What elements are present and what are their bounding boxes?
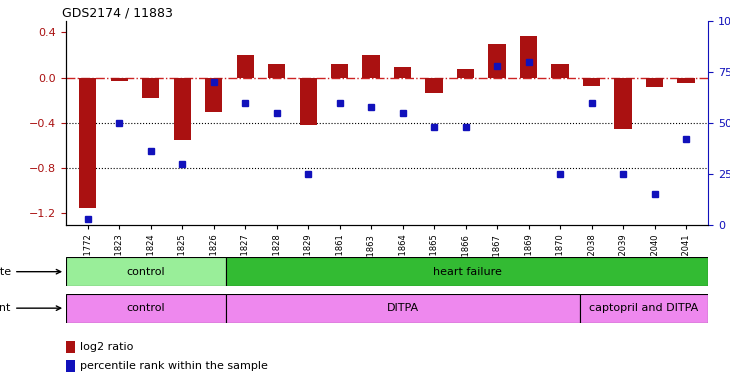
- Bar: [66, 360, 74, 372]
- Bar: [646, 78, 664, 87]
- Bar: [142, 78, 159, 98]
- Bar: [457, 69, 475, 78]
- Bar: [299, 78, 317, 125]
- Bar: [226, 257, 708, 286]
- Bar: [363, 55, 380, 78]
- Bar: [226, 294, 580, 323]
- Bar: [66, 341, 74, 353]
- Bar: [205, 78, 223, 112]
- Text: heart failure: heart failure: [433, 266, 502, 277]
- Bar: [394, 68, 411, 78]
- Text: disease state: disease state: [0, 266, 61, 277]
- Bar: [615, 78, 631, 129]
- Bar: [174, 78, 191, 140]
- Bar: [331, 64, 348, 78]
- Bar: [66, 294, 226, 323]
- Bar: [79, 78, 96, 208]
- Bar: [520, 36, 537, 78]
- Bar: [677, 78, 695, 83]
- Text: captopril and DITPA: captopril and DITPA: [589, 303, 699, 313]
- Text: DITPA: DITPA: [387, 303, 419, 313]
- Bar: [66, 257, 226, 286]
- Text: GDS2174 / 11883: GDS2174 / 11883: [63, 7, 173, 20]
- Bar: [488, 44, 506, 78]
- Bar: [551, 64, 569, 78]
- Bar: [583, 78, 600, 86]
- Bar: [110, 78, 128, 81]
- Bar: [237, 55, 254, 78]
- Text: percentile rank within the sample: percentile rank within the sample: [80, 361, 268, 371]
- Text: agent: agent: [0, 303, 61, 313]
- Text: control: control: [127, 266, 165, 277]
- Bar: [268, 64, 285, 78]
- Text: log2 ratio: log2 ratio: [80, 342, 133, 352]
- Bar: [580, 294, 708, 323]
- Text: control: control: [127, 303, 165, 313]
- Bar: [426, 78, 443, 93]
